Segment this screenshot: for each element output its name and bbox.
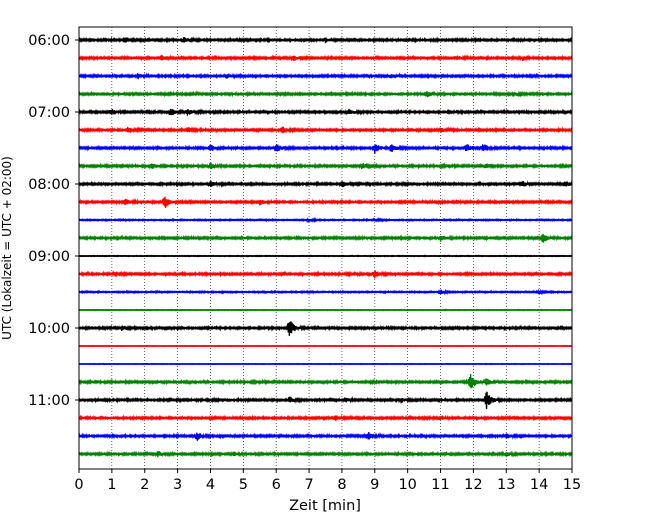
y-tick-label: 09:00 [28, 249, 70, 265]
trace-6 [78, 144, 573, 154]
trace-3 [78, 90, 573, 98]
y-axis-ticks: 06:00 07:00 08:00 09:00 10:00 11:00 [28, 33, 79, 409]
x-tick-label: 4 [206, 477, 215, 493]
x-tick-label: 9 [370, 477, 379, 493]
y-tick-label: 08:00 [28, 177, 70, 193]
x-tick-label: 15 [563, 477, 581, 493]
x-axis-title: Zeit [min] [289, 498, 361, 514]
x-tick-label: 10 [398, 477, 416, 493]
x-tick-label: 11 [431, 477, 449, 493]
y-tick-label: 06:00 [28, 33, 70, 49]
trace-19 [78, 374, 573, 389]
x-tick-label: 1 [107, 477, 116, 493]
x-tick-label: 8 [337, 477, 346, 493]
x-axis-ticks: 0 1 2 3 4 5 6 7 8 9 10 11 12 13 14 15 [74, 469, 581, 493]
x-tick-label: 2 [140, 477, 149, 493]
x-tick-label: 3 [173, 477, 182, 493]
x-tick-label: 6 [272, 477, 281, 493]
y-tick-label: 10:00 [28, 321, 70, 337]
x-tick-label: 13 [497, 477, 515, 493]
y-axis-title: UTC (Lokalzeit = UTC + 02:00) [0, 156, 14, 340]
plot-frame [78, 26, 573, 470]
x-tick-label: 7 [304, 477, 313, 493]
x-tick-label: 12 [464, 477, 482, 493]
x-tick-label: 5 [239, 477, 248, 493]
y-tick-label: 11:00 [28, 393, 70, 409]
x-tick-label: 14 [530, 477, 548, 493]
seismic-traces [78, 36, 573, 458]
x-tick-label: 0 [74, 477, 83, 493]
y-tick-label: 07:00 [28, 105, 70, 121]
